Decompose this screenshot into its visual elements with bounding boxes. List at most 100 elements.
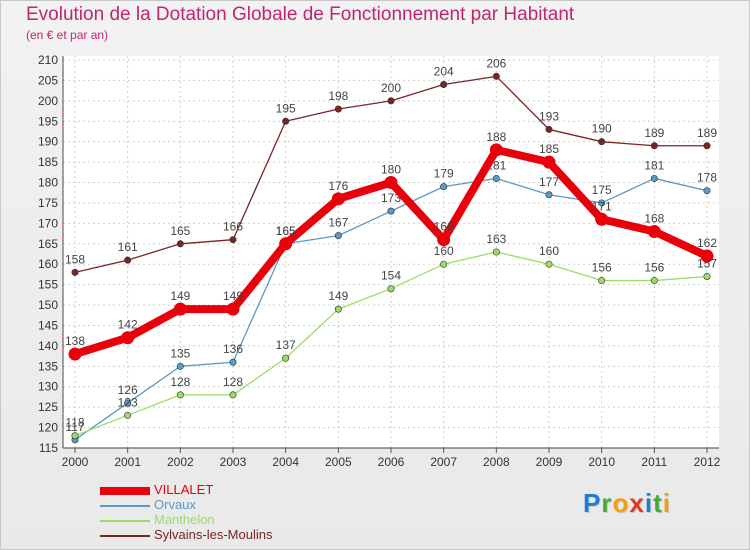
data-label-manthelon: 163	[486, 232, 506, 246]
legend-item: Orvaux	[100, 497, 420, 514]
data-point-villalet	[595, 212, 609, 226]
data-point-sylvains-les-moulins	[598, 138, 606, 146]
data-label-manthelon: 123	[118, 395, 138, 409]
logo-letter: o	[612, 488, 630, 518]
logo-letter: r	[601, 488, 613, 518]
data-label-orvaux: 173	[381, 191, 401, 205]
data-point-sylvains-les-moulins	[124, 256, 132, 264]
data-label-orvaux: 117	[65, 420, 84, 434]
y-tick-label: 160	[38, 257, 58, 271]
data-point-villalet	[700, 249, 714, 263]
data-label-manthelon: 128	[170, 375, 190, 389]
data-point-manthelon	[282, 354, 290, 362]
data-point-orvaux	[545, 191, 553, 199]
x-tick-label: 2007	[430, 455, 457, 469]
data-label-villalet: 138	[65, 334, 85, 348]
data-point-orvaux	[703, 187, 711, 195]
y-tick-label: 150	[38, 298, 58, 312]
data-label-sylvains-les-moulins: 165	[170, 224, 190, 238]
data-point-orvaux	[334, 232, 342, 240]
data-point-villalet	[121, 331, 135, 345]
y-tick-label: 180	[38, 176, 58, 190]
data-label-sylvains-les-moulins: 195	[276, 101, 296, 115]
x-tick-label: 2006	[378, 455, 405, 469]
data-label-villalet: 149	[170, 289, 190, 303]
data-point-sylvains-les-moulins	[387, 97, 395, 105]
legend-item: Sylvains-les-Moulins	[100, 527, 420, 544]
x-tick-label: 2009	[536, 455, 563, 469]
logo-letter: x	[629, 488, 645, 518]
data-label-orvaux: 181	[644, 158, 664, 172]
y-tick-label: 125	[38, 400, 58, 414]
x-tick-label: 2008	[483, 455, 510, 469]
y-tick-label: 140	[38, 339, 58, 353]
x-tick-label: 2000	[62, 455, 89, 469]
data-label-villalet: 176	[328, 179, 348, 193]
data-label-sylvains-les-moulins: 166	[223, 220, 243, 234]
data-point-manthelon	[71, 432, 79, 440]
data-label-orvaux: 178	[697, 171, 717, 185]
x-tick-label: 2004	[272, 455, 299, 469]
data-point-villalet	[542, 155, 556, 169]
data-point-sylvains-les-moulins	[334, 105, 342, 113]
data-point-villalet	[384, 176, 398, 190]
data-point-manthelon	[229, 391, 237, 399]
data-label-villalet: 185	[539, 142, 559, 156]
legend-item: Manthelon	[100, 512, 420, 529]
data-point-manthelon	[650, 277, 658, 285]
data-point-manthelon	[492, 248, 500, 256]
x-tick-label: 2012	[694, 455, 721, 469]
data-point-villalet	[279, 237, 293, 251]
data-point-manthelon	[176, 391, 184, 399]
y-tick-label: 145	[38, 318, 58, 332]
x-tick-label: 2002	[167, 455, 194, 469]
y-tick-label: 120	[38, 421, 58, 435]
y-tick-label: 115	[39, 441, 58, 455]
y-tick-label: 190	[38, 135, 58, 149]
data-label-sylvains-les-moulins: 206	[486, 56, 506, 70]
legend-swatch	[100, 487, 150, 495]
data-point-orvaux	[650, 174, 658, 182]
legend-swatch	[100, 505, 150, 507]
data-label-manthelon: 137	[276, 338, 296, 352]
chart-title: Evolution de la Dotation Globale de Fonc…	[26, 4, 575, 25]
data-label-villalet: 188	[486, 130, 506, 144]
data-label-villalet: 142	[118, 318, 138, 332]
data-point-manthelon	[387, 285, 395, 293]
y-tick-label: 165	[38, 237, 58, 251]
data-label-villalet: 180	[381, 163, 401, 177]
data-point-manthelon	[703, 272, 711, 280]
logo-letter: i	[644, 488, 654, 518]
legend-swatch	[100, 535, 150, 537]
x-tick-label: 2003	[220, 455, 247, 469]
data-label-villalet: 165	[276, 224, 296, 238]
legend-label: VILLALET	[154, 482, 214, 497]
data-label-manthelon: 149	[328, 289, 348, 303]
data-label-manthelon: 154	[381, 269, 401, 283]
data-label-villalet: 171	[592, 199, 612, 213]
data-label-orvaux: 179	[434, 167, 454, 181]
logo-letter: P	[583, 488, 602, 518]
data-label-villalet: 162	[697, 236, 717, 250]
data-label-sylvains-les-moulins: 158	[65, 252, 85, 266]
data-label-manthelon: 156	[644, 261, 664, 275]
data-point-manthelon	[598, 277, 606, 285]
data-point-villalet	[173, 302, 187, 316]
data-label-manthelon: 160	[434, 244, 454, 258]
data-point-sylvains-les-moulins	[71, 268, 79, 276]
data-label-manthelon: 118	[65, 416, 84, 430]
data-point-orvaux	[492, 174, 500, 182]
y-tick-label: 130	[38, 380, 58, 394]
y-tick-label: 210	[38, 53, 58, 67]
data-point-villalet	[331, 192, 345, 206]
legend-label: Sylvains-les-Moulins	[154, 527, 273, 542]
data-label-manthelon: 160	[539, 244, 559, 258]
data-point-villalet	[68, 347, 82, 361]
data-point-villalet	[647, 225, 661, 239]
data-point-manthelon	[440, 260, 448, 268]
data-label-orvaux: 177	[539, 175, 559, 189]
data-point-manthelon	[545, 260, 553, 268]
data-label-sylvains-les-moulins: 161	[118, 240, 138, 254]
chart-subtitle: (en € et par an)	[26, 28, 109, 42]
